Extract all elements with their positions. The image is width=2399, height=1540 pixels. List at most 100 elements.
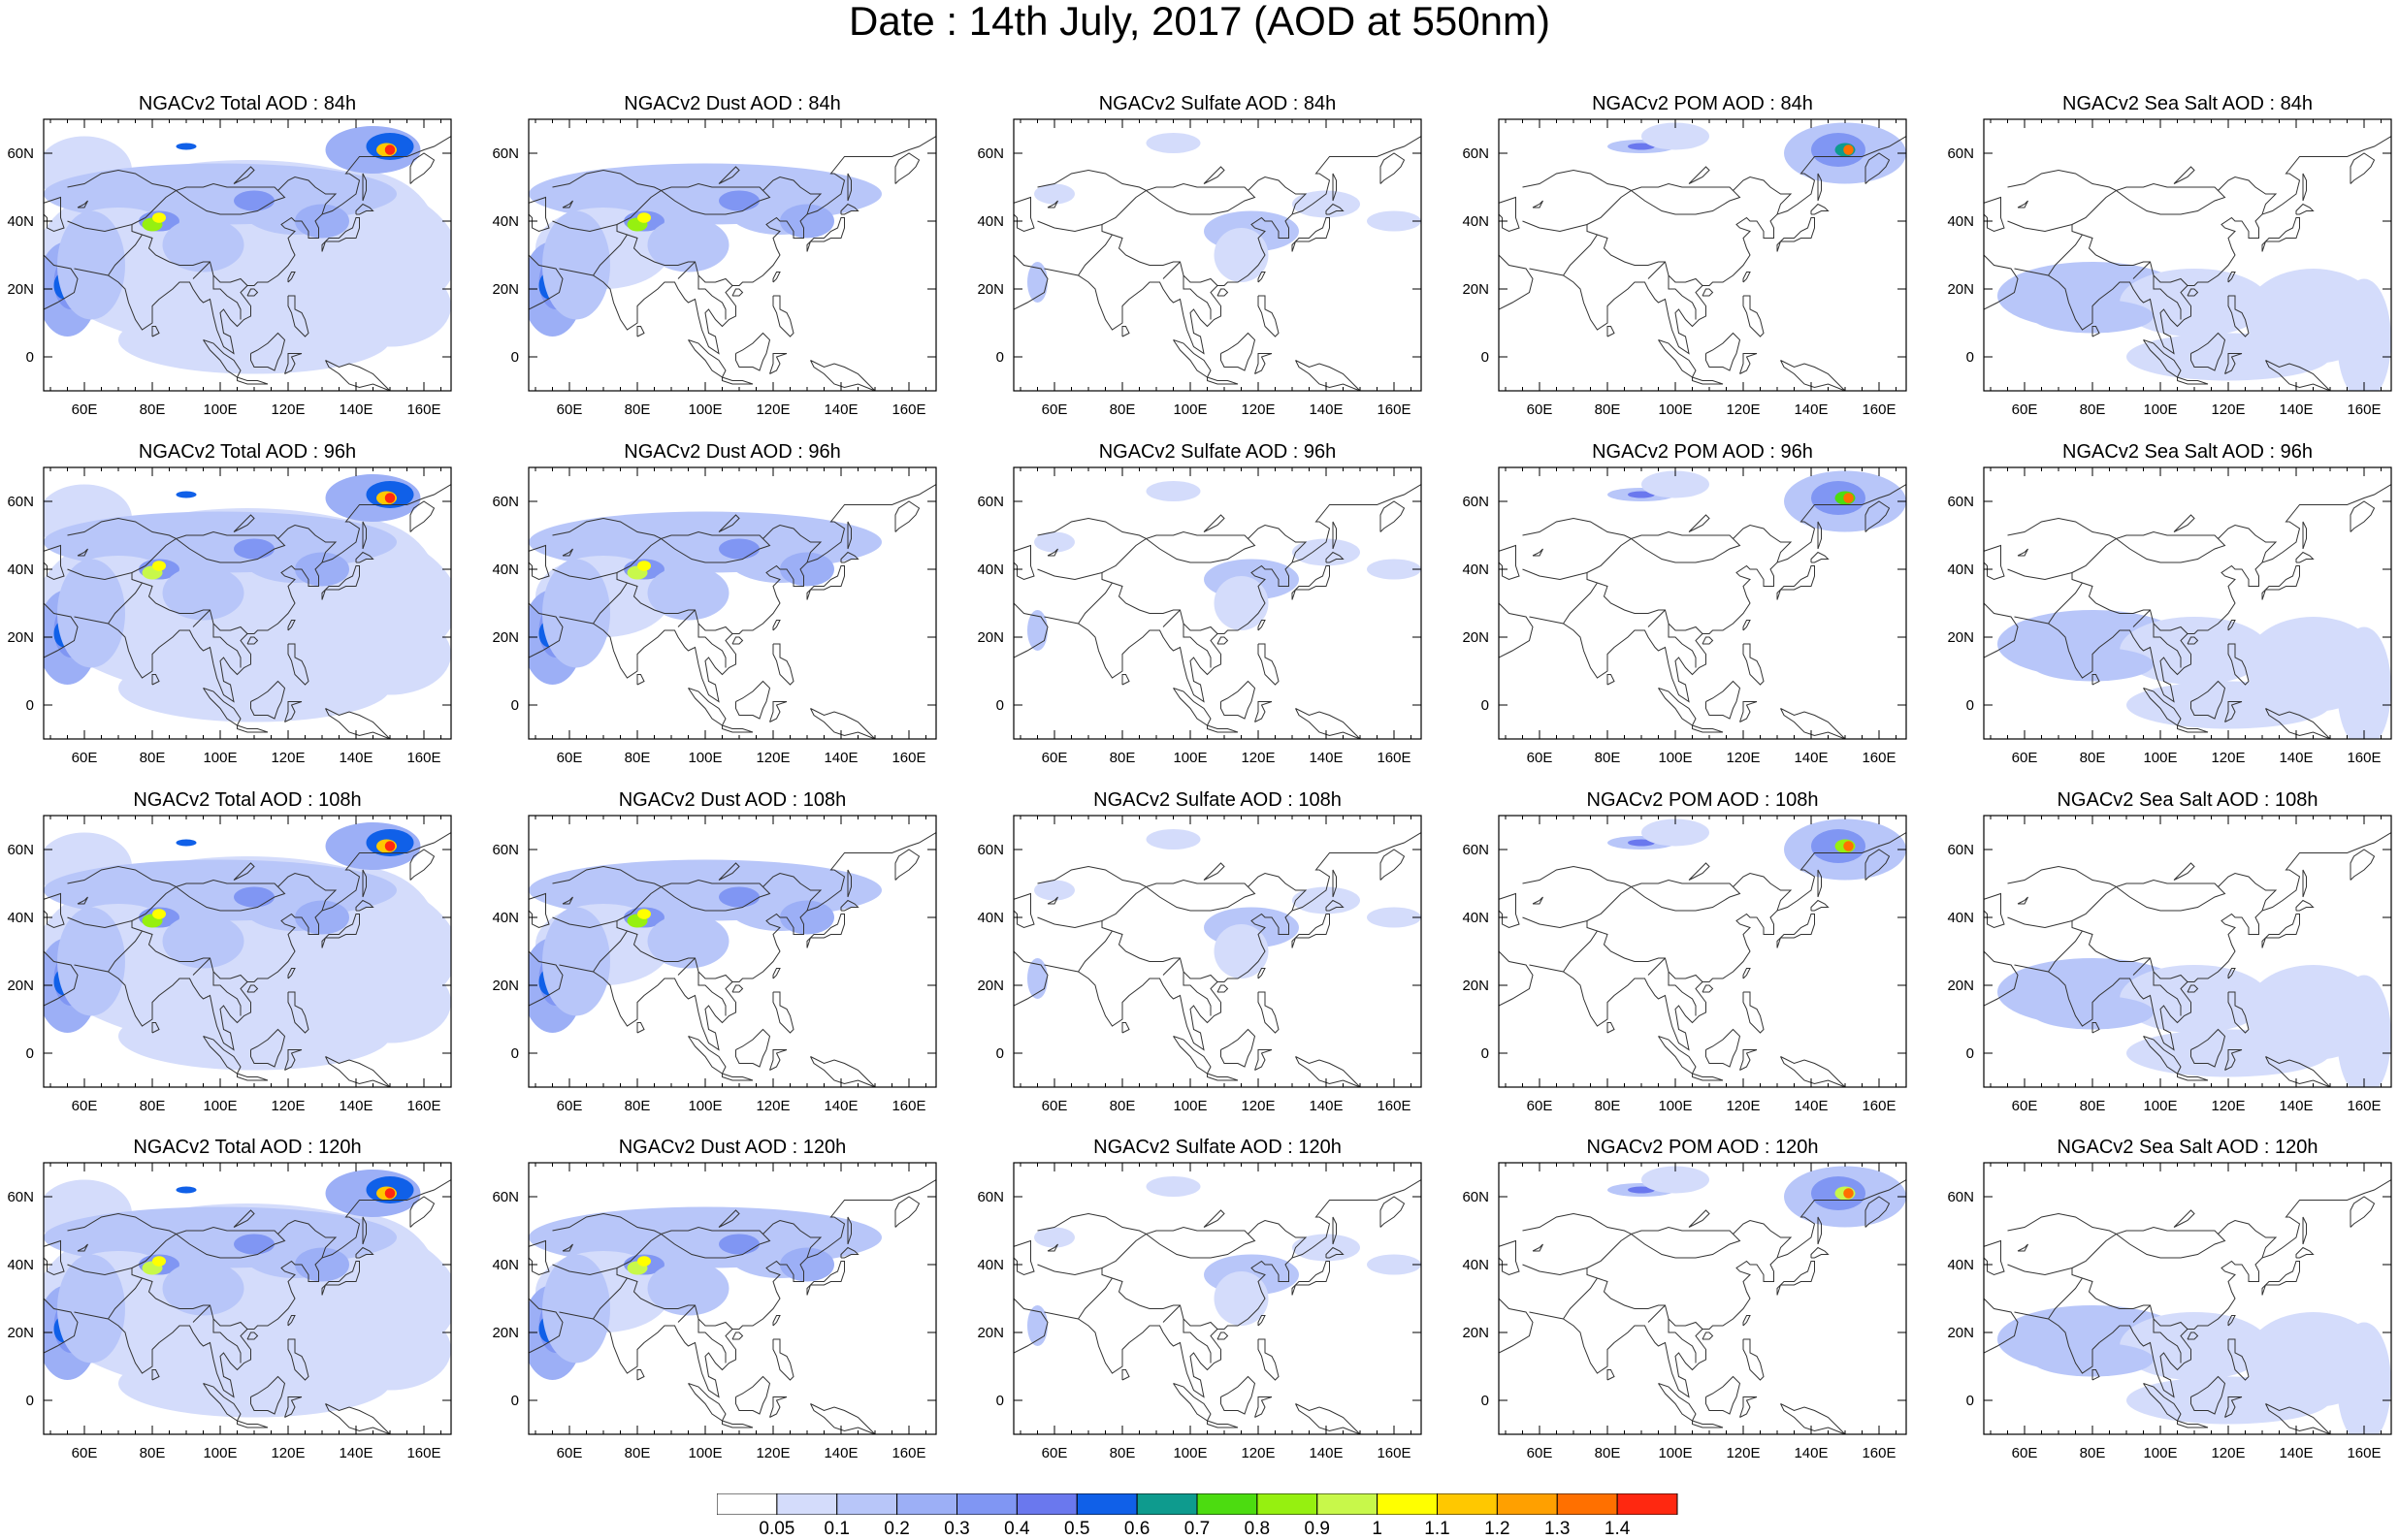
lat-tick-label: 0 — [511, 1393, 519, 1409]
lon-tick-label: 140E — [1794, 750, 1828, 766]
lat-tick-label: 20N — [1947, 978, 1974, 994]
coastline — [131, 176, 338, 225]
map-panel-total-108h: NGACv2 Total AOD : 108h 60E 80E 100E 120E 140… — [7, 789, 452, 1114]
aod-shading — [637, 909, 651, 919]
coastline — [2143, 688, 2182, 726]
coastline — [1014, 254, 1049, 310]
coastline — [2173, 862, 2195, 881]
coastline — [131, 524, 338, 573]
coastline — [237, 724, 269, 733]
colorbar-label: 1.3 — [1544, 1519, 1571, 1539]
colorbar-box — [1136, 1493, 1198, 1515]
coastline — [151, 326, 160, 337]
coastline — [718, 166, 740, 184]
aod-shading — [637, 1256, 651, 1267]
coastline — [616, 524, 823, 573]
lon-tick-label: 160E — [1377, 1445, 1410, 1461]
aod-shading — [295, 900, 349, 935]
lat-tick-label: 60N — [1462, 145, 1489, 162]
lat-tick-label: 20N — [977, 978, 1004, 994]
aod-shading — [234, 886, 275, 908]
map-frame — [1498, 1162, 1907, 1435]
coastline — [246, 1331, 259, 1340]
map-panel-dust-120h: NGACv2 Dust AOD : 120h 60E 80E 100E 120E 140E… — [492, 1137, 937, 1461]
map-plot: 60E 80E 100E 120E 140E 160E 60N 40N 20N 0 — [977, 1162, 1422, 1461]
coastline — [1688, 1209, 1710, 1228]
coastline — [2017, 1243, 2028, 1252]
coastline — [250, 332, 286, 371]
coastline — [1014, 950, 1049, 1007]
lon-tick-label: 60E — [2012, 750, 2038, 766]
coastline — [1780, 1403, 1846, 1434]
coastline — [1688, 514, 1710, 532]
coastline — [1702, 288, 1714, 297]
aod-shading — [234, 538, 275, 560]
coastline — [321, 1261, 360, 1296]
coastline — [1257, 991, 1280, 1034]
coastline — [1529, 136, 1906, 355]
lat-tick-label: 40N — [492, 910, 519, 926]
aod-shading — [1146, 829, 1201, 850]
coastline — [1207, 1420, 1239, 1428]
lat-tick-label: 0 — [1966, 1045, 1974, 1062]
lon-tick-label: 100E — [2143, 401, 2177, 418]
lon-tick-label: 120E — [1726, 1445, 1760, 1461]
coastline — [772, 272, 781, 283]
coastline — [1586, 872, 1793, 921]
coastline — [1780, 360, 1846, 391]
aod-shading — [647, 914, 729, 969]
aod-shading — [1628, 839, 1655, 847]
lon-tick-label: 80E — [2080, 750, 2106, 766]
coastline — [362, 1216, 367, 1245]
coastline — [688, 688, 727, 726]
coastline — [2227, 1338, 2250, 1381]
coastline — [772, 643, 794, 686]
coastline — [806, 914, 845, 948]
lat-tick-label: 40N — [7, 561, 34, 578]
aod-shading — [780, 204, 834, 239]
coastline — [362, 521, 367, 550]
lon-tick-label: 100E — [688, 750, 722, 766]
colorbar-box — [1016, 1493, 1078, 1515]
coastline — [1207, 724, 1239, 733]
panel-title: NGACv2 Total AOD : 108h — [133, 789, 362, 811]
map-plot: 60E 80E 100E 120E 140E 160E 60N 40N 20N 0 — [7, 815, 452, 1114]
coastline — [246, 288, 259, 297]
coastline — [2091, 1369, 2100, 1381]
lat-tick-label: 20N — [7, 1325, 34, 1341]
coastline — [2295, 551, 2315, 563]
lon-tick-label: 160E — [406, 1098, 440, 1114]
coastline — [1101, 176, 1308, 225]
coastline — [250, 1375, 286, 1415]
coastline — [67, 865, 278, 888]
coastline — [151, 1022, 160, 1034]
lon-tick-label: 120E — [2211, 1098, 2245, 1114]
lon-tick-label: 120E — [1726, 1098, 1760, 1114]
coastline — [1864, 849, 1891, 881]
coastline — [593, 1277, 628, 1320]
lat-tick-label: 0 — [511, 697, 519, 714]
colorbar-box — [1437, 1493, 1498, 1515]
coastline — [1739, 701, 1758, 722]
lon-tick-label: 100E — [203, 1445, 237, 1461]
lat-tick-label: 0 — [26, 1393, 34, 1409]
panel-title: NGACv2 Dust AOD : 108h — [618, 789, 847, 811]
coastline — [2295, 899, 2315, 912]
lon-tick-label: 140E — [339, 750, 373, 766]
map-frame — [1983, 815, 2392, 1088]
coastline — [2224, 1049, 2243, 1071]
coastline — [2190, 332, 2226, 371]
lat-tick-label: 60N — [1462, 494, 1489, 510]
lat-tick-label: 0 — [511, 349, 519, 366]
coastline — [1658, 1383, 1697, 1422]
coastline — [2153, 1319, 2182, 1364]
coastline — [2071, 1219, 2278, 1268]
lat-tick-label: 60N — [492, 842, 519, 858]
coastline — [67, 916, 248, 982]
coastline — [529, 196, 550, 233]
coastline — [67, 568, 248, 634]
coastline — [2007, 916, 2188, 982]
coastline — [772, 968, 781, 979]
coastline — [2048, 930, 2083, 973]
lat-tick-label: 0 — [26, 697, 34, 714]
